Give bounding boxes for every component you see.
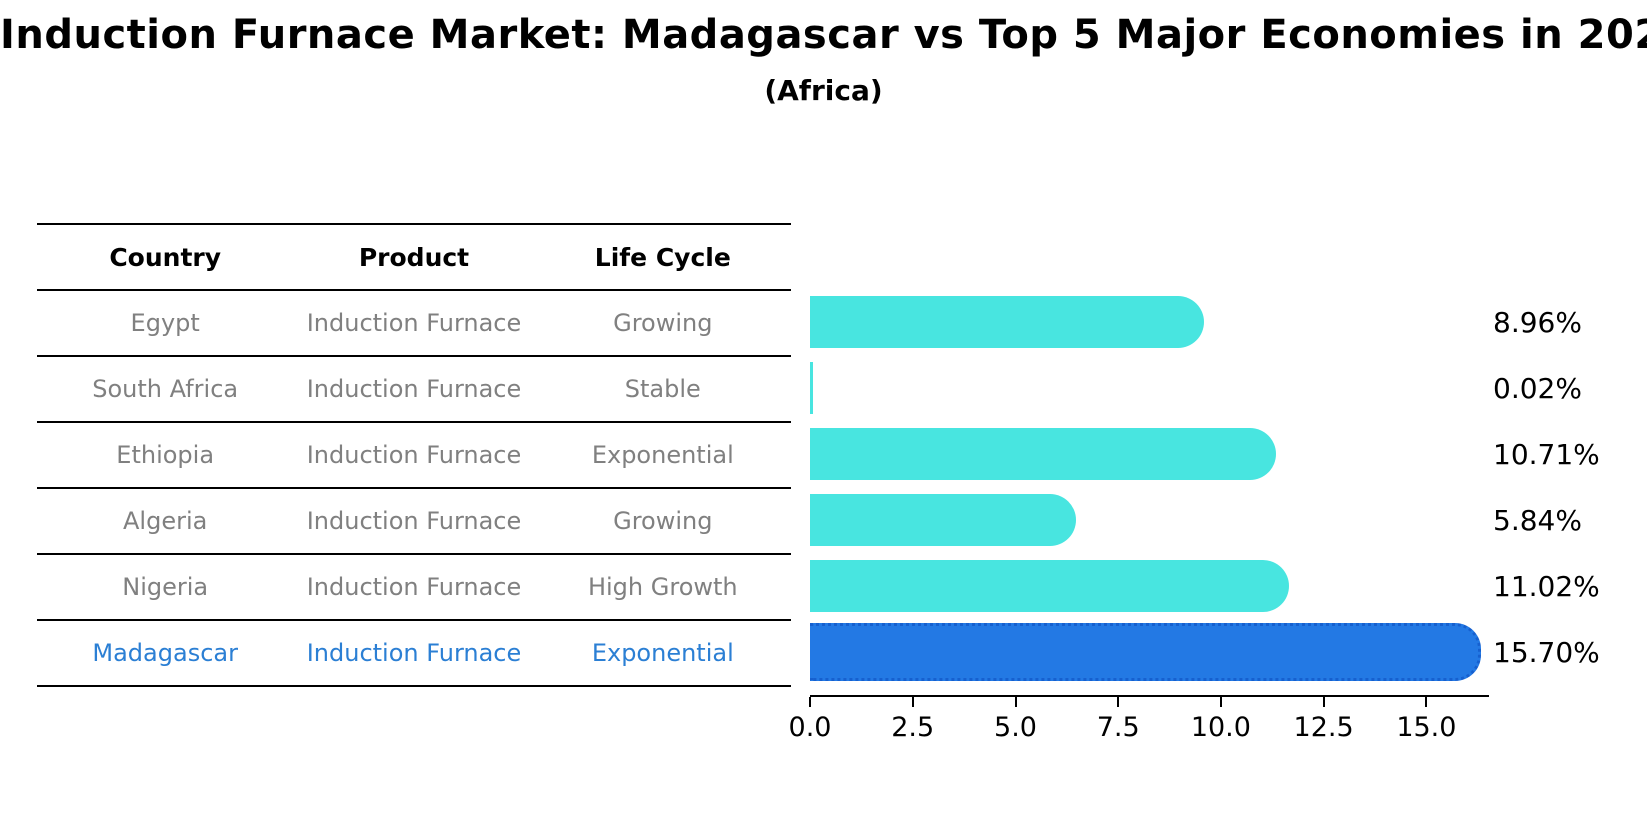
table-cell-country: Egypt — [130, 309, 200, 337]
x-axis-tick — [911, 697, 914, 707]
bar-row-nigeria — [810, 553, 1488, 619]
x-axis-tick — [809, 697, 811, 707]
x-axis-tick — [1117, 697, 1120, 707]
table-cell-product: Induction Furnace — [306, 507, 522, 535]
table-header-product: Product — [358, 242, 470, 272]
table-row-algeria: Algeria Induction Furnace Growing — [37, 487, 791, 553]
table-header-country: Country — [109, 242, 222, 272]
bar-nigeria — [810, 560, 1289, 612]
bar-south-africa — [810, 362, 813, 414]
x-axis-tick-label: 10.0 — [1190, 712, 1251, 743]
x-axis-tick-label: 2.5 — [891, 712, 935, 743]
bar-chart — [810, 289, 1488, 685]
table-row-egypt: Egypt Induction Furnace Growing — [37, 289, 791, 355]
table-cell-lifecycle: Growing — [613, 507, 713, 535]
bar-row-south-africa — [810, 355, 1488, 421]
bar-row-egypt — [810, 289, 1488, 355]
table-cell-product: Induction Furnace — [306, 309, 522, 337]
bar-madagascar — [810, 623, 1482, 681]
bar-row-algeria — [810, 487, 1488, 553]
chart-subtitle: (Africa) — [764, 74, 883, 107]
table-cell-country: Nigeria — [122, 573, 209, 601]
table-cell-country: Algeria — [123, 507, 208, 535]
bar-row-madagascar — [810, 619, 1488, 685]
x-axis-line — [810, 695, 1489, 697]
bar-egypt — [810, 296, 1205, 348]
table-cell-lifecycle: Exponential — [591, 441, 734, 469]
table-cell-lifecycle: Exponential — [591, 639, 734, 667]
table-header-row: Country Product Life Cycle — [37, 223, 791, 289]
value-label-south-africa: 0.02% — [1493, 371, 1582, 405]
table-cell-lifecycle: Growing — [613, 309, 713, 337]
bar-algeria — [810, 494, 1076, 546]
x-axis-tick-label: 0.0 — [788, 712, 832, 743]
table-cell-country: Madagascar — [92, 639, 238, 667]
country-table: Country Product Life Cycle Egypt Inducti… — [37, 223, 791, 687]
x-axis-tick-label: 15.0 — [1396, 712, 1457, 743]
value-label-ethiopia: 10.71% — [1493, 437, 1600, 471]
x-axis-tick — [1219, 697, 1222, 707]
x-axis-tick — [1322, 697, 1325, 707]
chart-title: Induction Furnace Market: Madagascar vs … — [0, 12, 1647, 58]
table-row-nigeria: Nigeria Induction Furnace High Growth — [37, 553, 791, 619]
table-row-madagascar: Madagascar Induction Furnace Exponential — [37, 619, 791, 685]
table-cell-product: Induction Furnace — [306, 441, 522, 469]
x-axis-tick-label: 5.0 — [994, 712, 1037, 743]
table-cell-product: Induction Furnace — [306, 375, 522, 403]
value-label-egypt: 8.96% — [1493, 305, 1582, 339]
value-label-nigeria: 11.02% — [1493, 569, 1600, 603]
table-cell-product: Induction Furnace — [306, 573, 522, 601]
bar-row-ethiopia — [810, 421, 1488, 487]
table-cell-product: Induction Furnace — [306, 639, 522, 667]
x-axis-tick-label: 12.5 — [1293, 712, 1354, 743]
bar-ethiopia — [810, 428, 1277, 480]
table-row-south-africa: South Africa Induction Furnace Stable — [37, 355, 791, 421]
table-header-lifecycle: Life Cycle — [594, 242, 731, 272]
value-label-madagascar: 15.70% — [1493, 635, 1600, 669]
table-cell-lifecycle: High Growth — [587, 573, 738, 601]
x-axis-tick — [1425, 697, 1428, 707]
table-cell-country: South Africa — [92, 375, 239, 403]
value-label-algeria: 5.84% — [1493, 503, 1582, 537]
table-row-ethiopia: Ethiopia Induction Furnace Exponential — [37, 421, 791, 487]
x-axis-tick-label: 7.5 — [1096, 712, 1140, 743]
table-cell-lifecycle: Stable — [624, 375, 701, 403]
table-cell-country: Ethiopia — [116, 441, 215, 469]
x-axis-tick — [1014, 697, 1017, 707]
